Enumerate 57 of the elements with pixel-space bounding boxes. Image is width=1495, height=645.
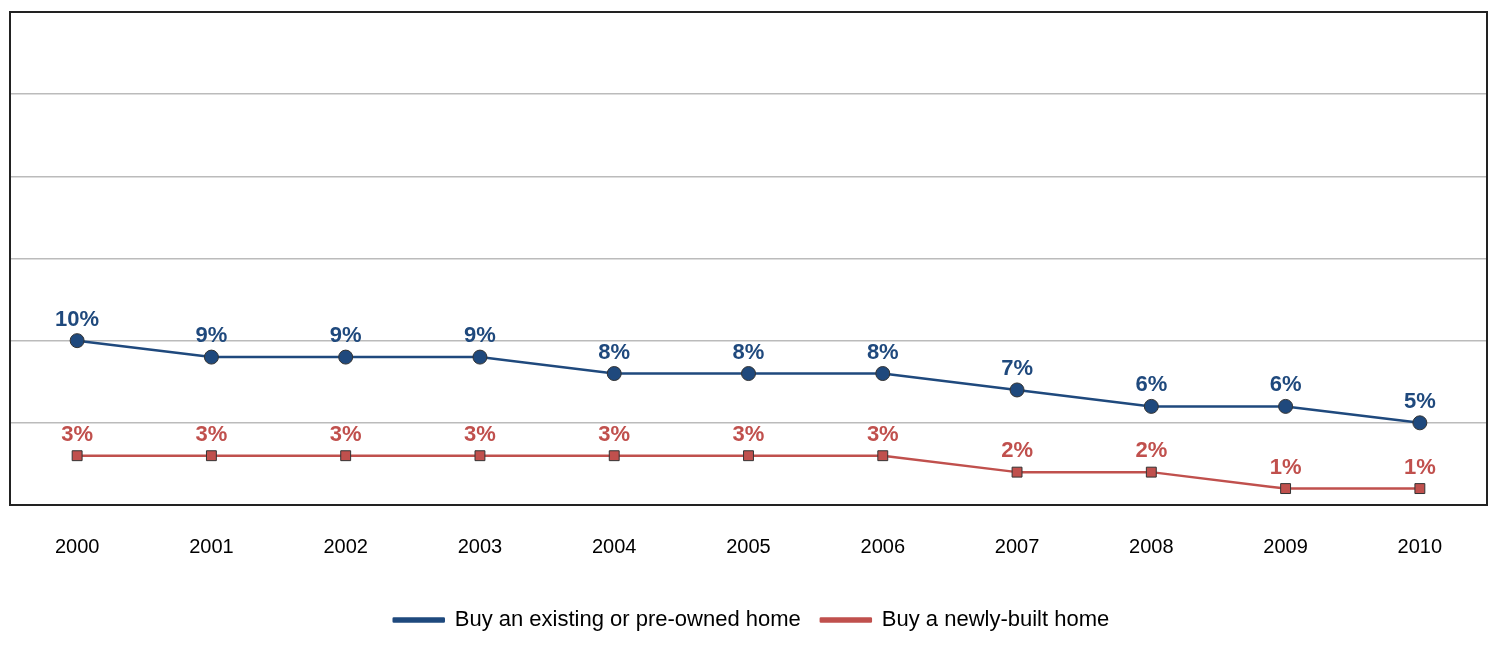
point [1143, 398, 1159, 414]
data-label: 3% [866, 420, 899, 446]
x-tick-label: 2003 [457, 534, 503, 557]
point [203, 349, 219, 365]
point [1412, 415, 1428, 431]
data-label: 10% [55, 305, 100, 331]
data-label: 5% [1403, 387, 1436, 413]
data-label: 8% [732, 338, 765, 364]
x-tick-label: 2000 [54, 534, 100, 557]
data-label: 3% [329, 420, 362, 446]
x-tick-label: 2005 [726, 534, 771, 557]
x-tick-label: 2002 [323, 534, 368, 557]
data-label: 1% [1403, 453, 1436, 479]
data-label: 9% [464, 322, 496, 348]
point [875, 366, 891, 382]
point [608, 450, 620, 462]
data-label: 1% [1269, 453, 1302, 479]
point [472, 349, 488, 365]
point [71, 450, 83, 462]
x-tick-label: 2001 [189, 534, 234, 557]
data-label: 2% [1135, 437, 1168, 463]
data-label: 2% [1001, 437, 1033, 463]
data-label: 8% [866, 338, 899, 364]
x-tick-label: 2010 [1397, 534, 1443, 557]
point [69, 333, 85, 349]
data-label: 3% [61, 420, 94, 446]
x-tick-label: 2004 [591, 534, 637, 557]
x-tick-label: 2008 [1129, 534, 1174, 557]
point [606, 366, 622, 382]
point [877, 450, 889, 462]
point [1145, 466, 1157, 478]
data-label: 6% [1135, 371, 1168, 397]
data-label: 3% [598, 420, 631, 446]
point [205, 450, 217, 462]
point [338, 349, 354, 365]
x-tick-label: 2006 [860, 534, 906, 557]
point [474, 450, 486, 462]
point [1009, 382, 1025, 398]
point [340, 450, 352, 462]
x-tick-label: 2007 [994, 534, 1040, 557]
legend-label: Buy an existing or pre-owned home [454, 606, 801, 632]
x-tick-label: 2009 [1263, 534, 1308, 557]
data-label: 9% [195, 322, 228, 348]
data-label: 3% [195, 420, 228, 446]
data-label: 6% [1269, 371, 1302, 397]
legend-label: Buy a newly-built home [881, 606, 1110, 632]
point [1280, 483, 1292, 495]
data-label: 3% [464, 420, 496, 446]
data-label: 8% [598, 338, 631, 364]
point [741, 366, 756, 382]
point [743, 450, 754, 462]
data-label: 3% [732, 420, 765, 446]
point [1011, 466, 1023, 478]
data-label: 9% [329, 322, 362, 348]
data-label: 7% [1001, 355, 1033, 381]
point [1278, 398, 1294, 414]
point [1414, 483, 1426, 495]
